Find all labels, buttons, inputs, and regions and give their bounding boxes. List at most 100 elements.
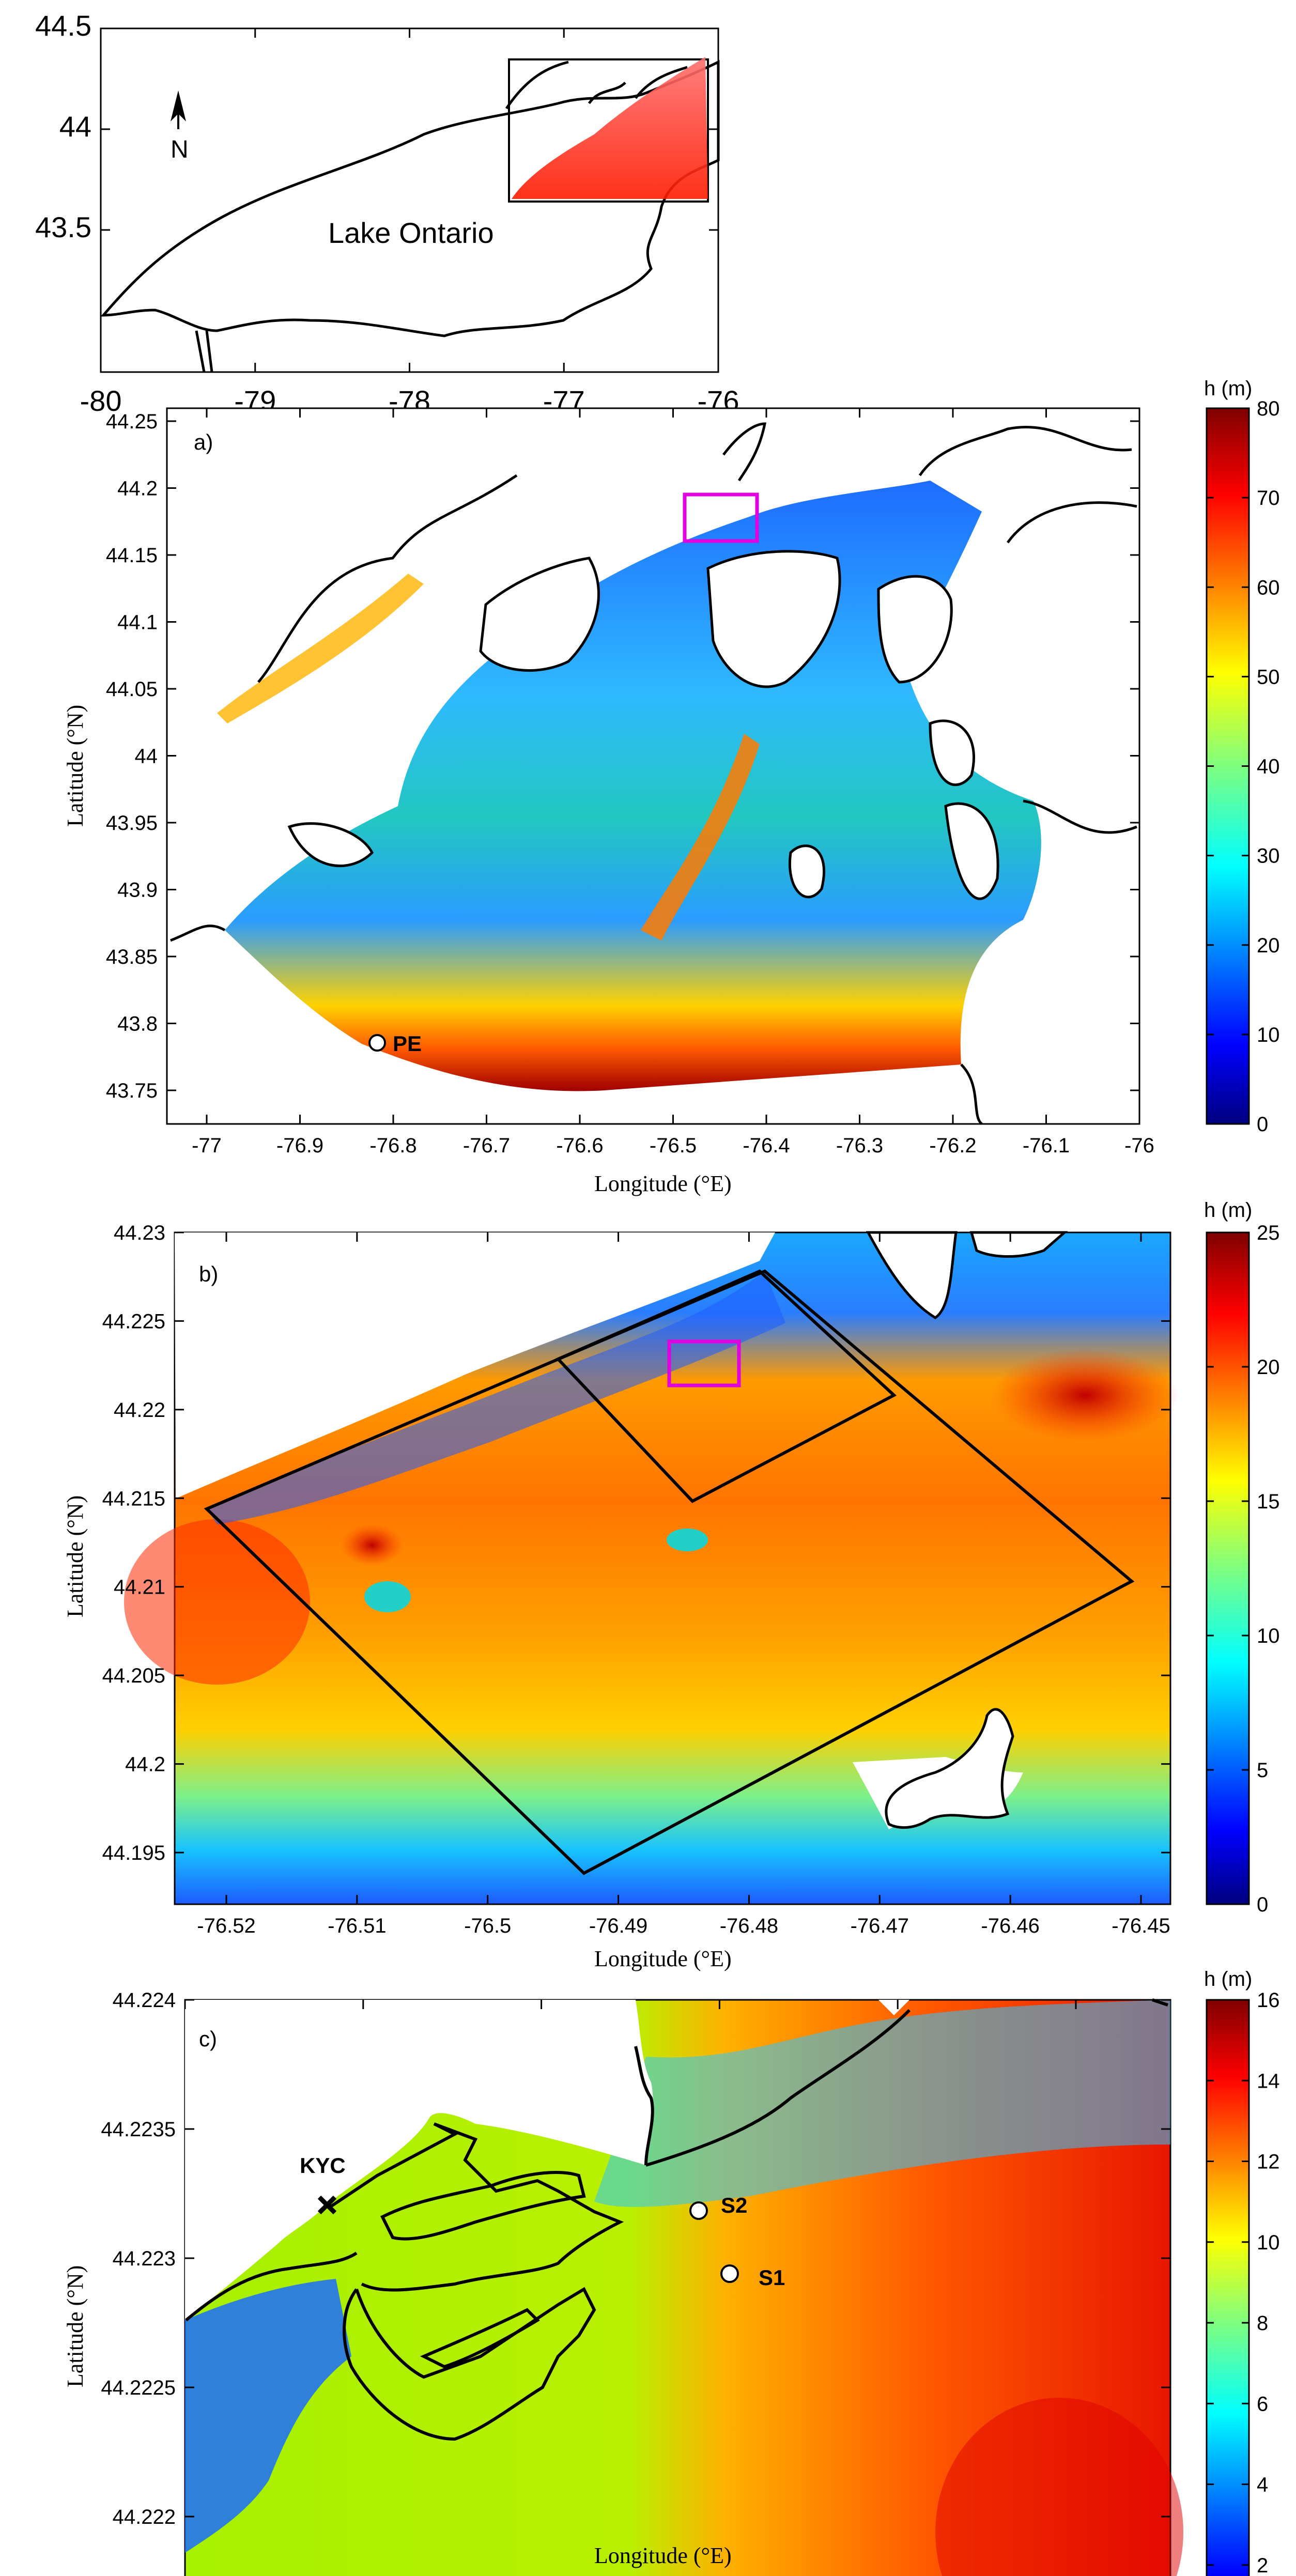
colorbar-tick-label: 10 [1257, 1024, 1280, 1046]
panel-b-island-south-outline [885, 1708, 1014, 1829]
panel-a-study-box [683, 492, 759, 543]
panel-b-deep-spot-west [341, 1524, 403, 1566]
station-pe-label: PE [393, 1031, 422, 1056]
kyc-label: KYC [300, 2153, 346, 2178]
x-tick-label: -76.2 [929, 1134, 976, 1157]
y-tick-label: 44.22 [114, 1399, 165, 1422]
panel-c-land [185, 2000, 909, 2320]
colorbar-tick-label: 4 [1257, 2474, 1268, 2496]
station-s2-label: S2 [721, 2193, 747, 2217]
colorbar-tick-label: 80 [1257, 397, 1280, 420]
x-tick-label: -77 [192, 1134, 222, 1157]
panel-a-land [287, 550, 999, 900]
colorbar-tick-label: 10 [1257, 2231, 1280, 2254]
colorbar-tick-label: 30 [1257, 845, 1280, 868]
panel-b-inner-grid [555, 1269, 897, 1503]
x-tick-label: -76 [1124, 1134, 1154, 1157]
colorbar-tick-label: 20 [1257, 1356, 1280, 1379]
north-label: N [171, 136, 189, 163]
x-tick-label: -80 [80, 384, 122, 417]
x-tick-label: -76.3 [836, 1134, 883, 1157]
y-tick-label: 44 [59, 110, 91, 143]
panel-b-letter: b) [199, 1262, 218, 1286]
x-tick-label: -76.5 [464, 1915, 511, 1937]
y-tick-label: 44 [135, 745, 158, 768]
y-tick-label: 44.224 [113, 1989, 176, 2012]
y-tick-label: 44.195 [102, 1842, 165, 1864]
panel-c-shallow-sw [185, 2279, 351, 2553]
y-tick-label: 43.85 [106, 946, 158, 968]
panel-c-marina-breakwater [330, 2122, 624, 2441]
y-tick-label: 44.2 [125, 1753, 165, 1776]
inset-study-area-box [508, 58, 709, 203]
y-tick-label: 44.225 [102, 1310, 165, 1333]
panel-a-colorbar-ticks: 80 70 60 50 40 30 20 10 0 [1207, 397, 1280, 1136]
y-tick-label: 44.205 [102, 1664, 165, 1687]
inset-river [195, 330, 213, 373]
panel-a-letter: a) [194, 430, 213, 454]
panel-b-xlabel: Longitude (°E) [594, 1946, 732, 1971]
panel-a-deep-channel [641, 734, 760, 940]
y-tick-label: 44.2225 [101, 2377, 176, 2399]
kyc-marker [317, 2195, 337, 2215]
y-tick-label: 44.1 [117, 611, 158, 634]
y-tick-label: 44.2235 [101, 2118, 176, 2141]
x-tick-label: -76.9 [276, 1134, 323, 1157]
colorbar-tick-label: 15 [1257, 1490, 1280, 1513]
panel-b-land-ne [866, 1231, 1068, 1319]
y-tick-label: 44.223 [113, 2247, 176, 2270]
panel-b-study-box [667, 1339, 741, 1387]
panel-b-land-north [175, 1232, 775, 1499]
lake-label: Lake Ontario [328, 217, 494, 249]
x-tick-label: -76.5 [650, 1134, 697, 1157]
panel-c-ylabel: Latitude (°N) [63, 2265, 88, 2387]
colorbar-tick-label: 2 [1257, 2554, 1268, 2576]
panel-c-colorbar-title: h (m) [1204, 1968, 1252, 1991]
panel-a-colorbar-title: h (m) [1204, 377, 1252, 400]
colorbar-tick-label: 6 [1257, 2393, 1268, 2415]
x-tick-label: -76.46 [981, 1915, 1039, 1937]
panel-c-colorbar [1206, 1999, 1250, 2576]
panel-c-coastline [185, 1998, 1168, 2322]
inset-islands [505, 60, 688, 110]
colorbar-tick-label: 14 [1257, 2070, 1280, 2092]
panel-c-colorbar-ticks: 1614121086420 [1207, 1989, 1280, 2576]
y-tick-label: 43.95 [106, 812, 158, 835]
x-tick-label: -76.47 [851, 1915, 909, 1937]
colorbar-tick-label: 60 [1257, 576, 1280, 599]
x-tick-label: -76.48 [720, 1915, 778, 1937]
panel-b-deep-spot-east [992, 1349, 1178, 1442]
y-tick-label: 43.75 [106, 1079, 158, 1102]
colorbar-tick-label: 8 [1257, 2312, 1268, 2335]
panel-c-shallow-north [594, 2000, 1170, 2207]
colorbar-tick-label: 25 [1257, 1222, 1280, 1244]
panel-b-west-red [124, 1519, 310, 1685]
x-tick-label: -76.49 [589, 1915, 647, 1937]
y-tick-label: 43.8 [117, 1013, 158, 1036]
colorbar-tick-label: 0 [1257, 1893, 1268, 1916]
station-s1-marker [720, 2264, 739, 2283]
y-tick-label: 44.15 [106, 544, 158, 567]
panel-a-bathymetry [225, 481, 1041, 1091]
colorbar-tick-label: 50 [1257, 666, 1280, 688]
panel-b-shoal-2 [667, 1529, 708, 1551]
panel-c-letter: c) [199, 2027, 217, 2051]
station-s1-label: S1 [759, 2265, 785, 2290]
inset-bathymetry [512, 57, 708, 199]
colorbar-tick-label: 16 [1257, 1989, 1280, 2012]
x-tick-label: -76.45 [1112, 1915, 1170, 1937]
station-s2-marker [689, 2201, 708, 2220]
colorbar-tick-label: 10 [1257, 1625, 1280, 1647]
y-tick-label: 44.215 [102, 1487, 165, 1510]
y-tick-label: 44.23 [114, 1222, 165, 1244]
panel-a-north-channel [217, 574, 424, 723]
panel-a-xlabel: Longitude (°E) [594, 1171, 732, 1196]
y-tick-label: 43.5 [35, 211, 91, 243]
y-tick-label: 43.9 [117, 879, 158, 902]
y-tick-label: 44.222 [113, 2506, 176, 2528]
colorbar-tick-label: 40 [1257, 755, 1280, 778]
panel-c: KYC S2 S1 c) h (m) 1614121086420 -76.488… [63, 1968, 1280, 2576]
colorbar-tick-label: 12 [1257, 2151, 1280, 2173]
